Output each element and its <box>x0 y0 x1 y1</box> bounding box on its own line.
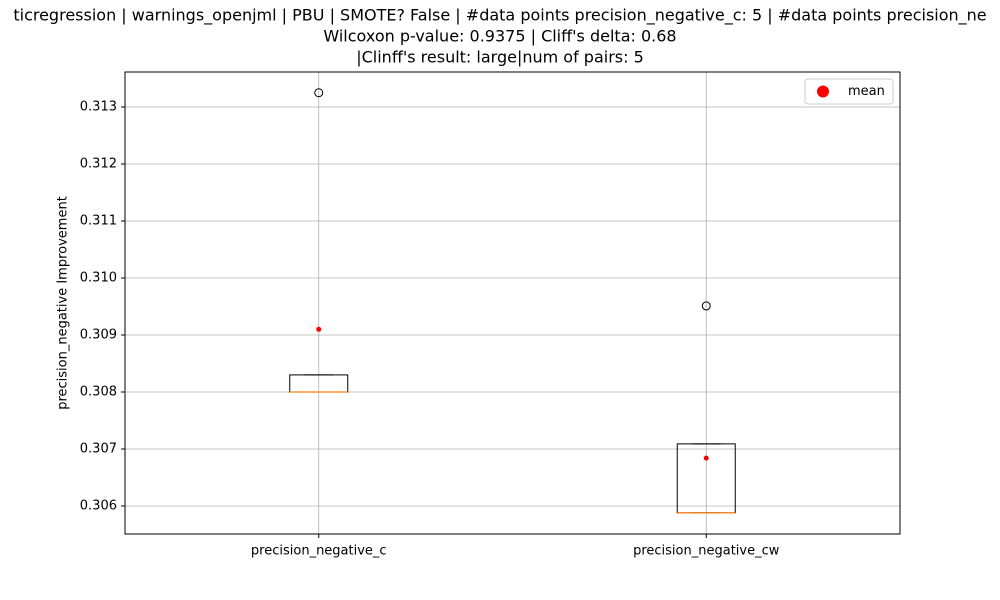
outlier <box>314 88 324 98</box>
legend-marker <box>817 85 829 98</box>
x-tick-label: precision_negative_cw <box>633 544 780 559</box>
y-tick-label: 0.308 <box>80 385 117 400</box>
legend-label: mean <box>848 84 885 99</box>
y-tick-label: 0.307 <box>80 442 117 457</box>
y-tick-label: 0.312 <box>80 157 117 172</box>
y-axis-label: precision_negative Improvement <box>56 196 71 410</box>
legend-box <box>804 78 894 105</box>
outlier <box>701 301 711 311</box>
chart-title: |Clinff's result: large|num of pairs: 5 <box>356 48 644 67</box>
chart-title: ticregression | warnings_openjml | PBU |… <box>13 6 986 26</box>
y-tick-label: 0.306 <box>80 499 117 514</box>
y-tick-label: 0.309 <box>80 328 117 343</box>
y-tick-label: 0.311 <box>80 214 117 229</box>
mean-marker <box>316 326 322 332</box>
y-tick-label: 0.313 <box>80 99 117 114</box>
mean-marker <box>703 455 709 461</box>
plot-frame <box>124 71 901 535</box>
x-tick-label: precision_negative_c <box>251 544 387 559</box>
chart-title: Wilcoxon p-value: 0.9375 | Cliff's delta… <box>323 27 676 46</box>
y-tick-label: 0.310 <box>80 271 117 286</box>
